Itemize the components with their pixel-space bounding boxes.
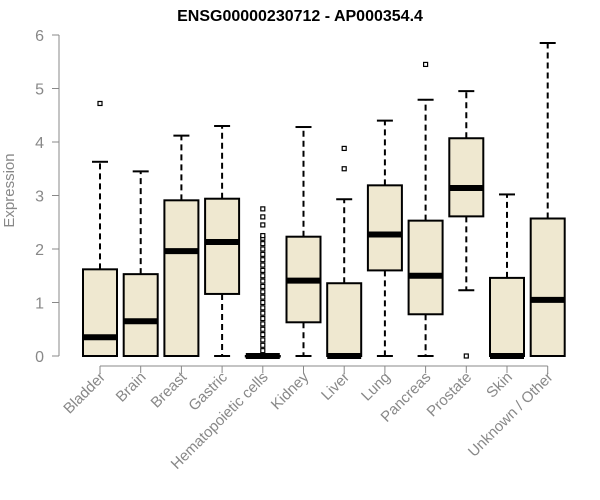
outlier-point [341, 166, 347, 172]
outlier-point [260, 262, 266, 268]
x-tick-label: Prostate [424, 369, 476, 421]
x-tick-label: Liver [318, 369, 353, 404]
outlier-point [260, 332, 266, 338]
outlier-point [463, 353, 469, 359]
outlier-point [260, 214, 266, 220]
x-tick-label: Breast [148, 368, 191, 411]
outlier-point [260, 267, 266, 273]
outlier-point [260, 283, 266, 290]
outlier-point [260, 206, 266, 212]
outlier-point [260, 348, 266, 354]
y-tick-label: 2 [35, 242, 44, 259]
outlier-point [260, 299, 266, 306]
box-body [122, 273, 159, 357]
outlier-point [260, 326, 266, 332]
x-tick-label: Skin [483, 369, 516, 402]
outlier-point [260, 257, 266, 263]
outlier-point [260, 305, 266, 311]
outlier-point [260, 315, 266, 322]
box-body [529, 217, 566, 357]
outlier-point [260, 342, 266, 348]
outlier-point [260, 310, 266, 316]
y-tick-label: 3 [35, 189, 44, 206]
outlier-point [260, 278, 266, 284]
outlier-point [260, 321, 266, 327]
y-tick-label: 6 [35, 28, 44, 45]
outlier-point [260, 273, 266, 279]
box-body [326, 282, 363, 357]
outlier-point [260, 337, 266, 343]
box-body [204, 197, 241, 295]
outlier-point [260, 222, 266, 228]
outlier-point [260, 251, 266, 257]
outlier-point [260, 233, 266, 239]
box-body [163, 199, 200, 357]
box-body [448, 137, 485, 218]
x-tick-label: Kidney [268, 368, 313, 413]
outlier-point [260, 241, 266, 247]
box-body [489, 276, 525, 358]
y-tick-label: 0 [35, 349, 44, 366]
x-tick-label: Lung [358, 369, 394, 405]
y-tick-label: 5 [35, 82, 44, 99]
outlier-point [341, 145, 347, 152]
chart-title: ENSG00000230712 - AP000354.4 [177, 8, 423, 25]
outlier-point [260, 294, 266, 300]
y-axis-label: Expression [1, 153, 18, 227]
box-body [407, 219, 444, 316]
x-tick-label: Bladder [60, 369, 109, 418]
outlier-point [260, 289, 266, 295]
outlier-point [423, 61, 429, 68]
outlier-point [260, 246, 266, 252]
x-tick-label: Brain [113, 369, 150, 406]
box-body [366, 184, 403, 272]
box-body [82, 268, 118, 357]
outlier-point [97, 100, 103, 107]
y-tick-label: 4 [35, 135, 44, 152]
y-tick-label: 1 [35, 296, 44, 313]
